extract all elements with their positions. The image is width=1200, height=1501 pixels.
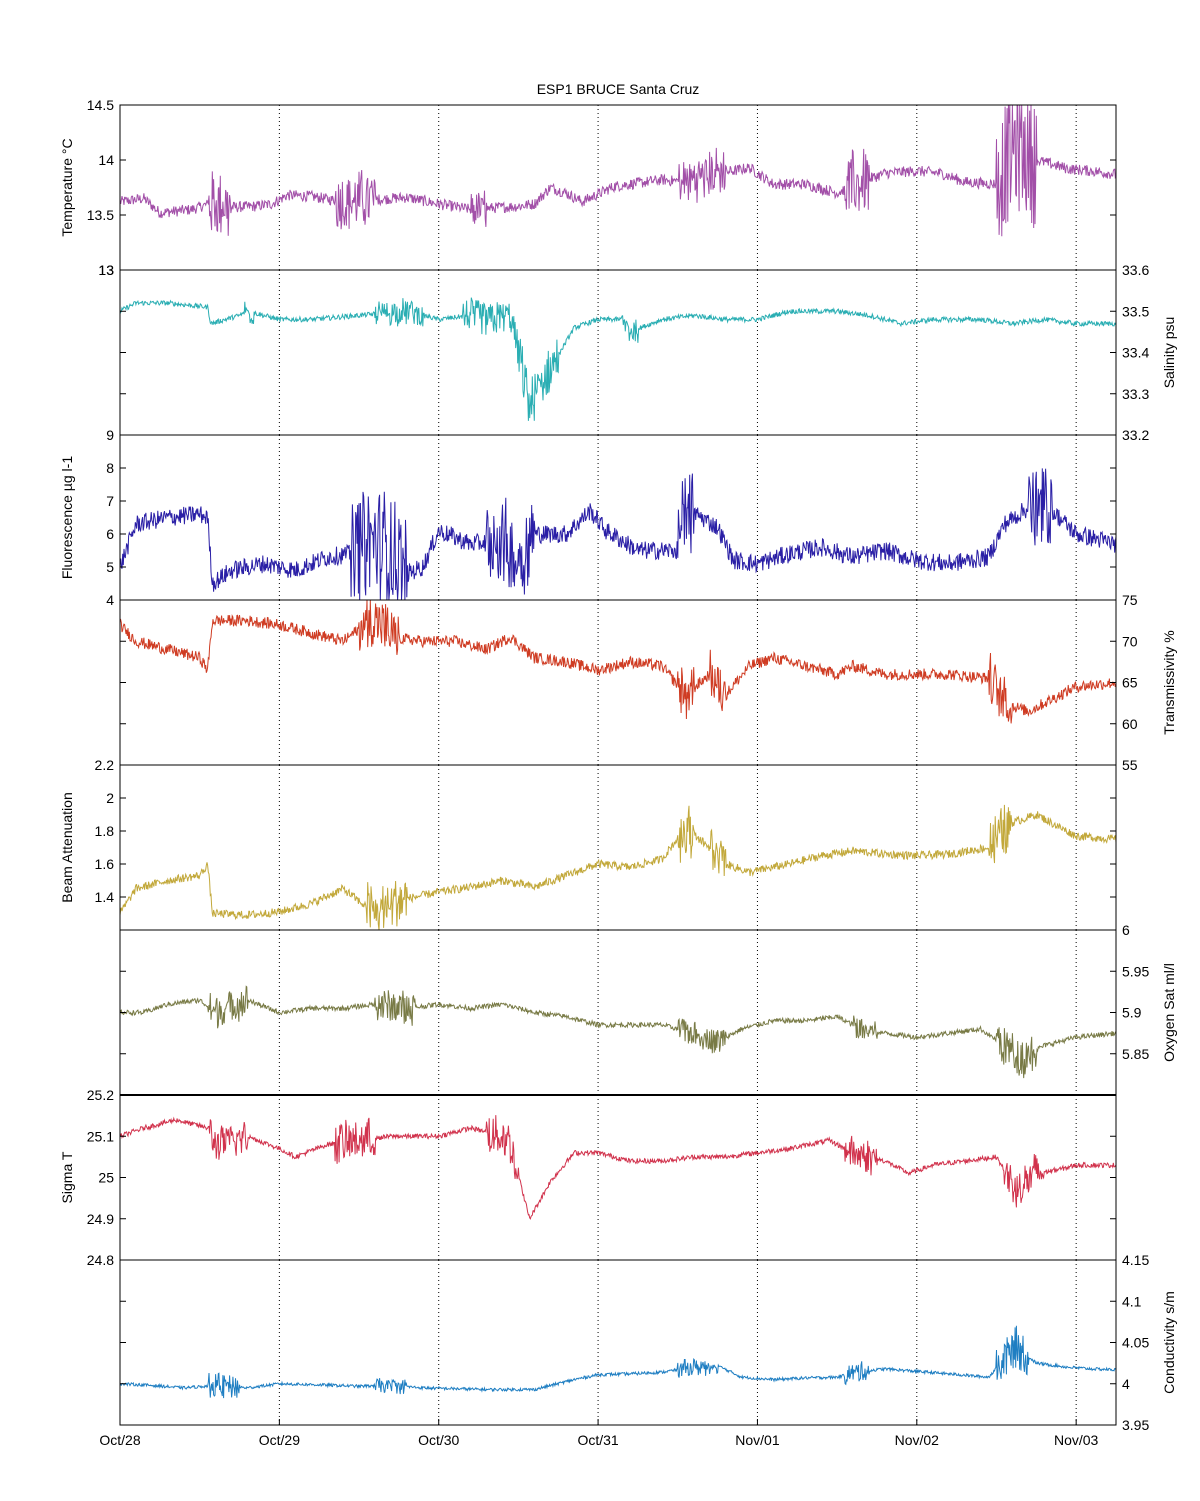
panel-sigma-t: 24.8 24.9 25 25.1 25.2 Sigma T xyxy=(59,1087,1117,1268)
y-tick-label: 75 xyxy=(1122,592,1138,608)
y-tick-label: 33.2 xyxy=(1122,427,1149,443)
y-axis-label: Salinity psu xyxy=(1161,317,1177,389)
axes-frame xyxy=(119,1259,1117,1426)
y-axis-label: Conductivity s/m xyxy=(1161,1291,1177,1394)
y-axis-label: Fluorescence µg l-1 xyxy=(59,456,75,579)
y-tick-label: 70 xyxy=(1122,633,1138,649)
y-tick-label: 2.2 xyxy=(95,757,115,773)
axes-frame xyxy=(119,104,1117,271)
y-tick-label: 4 xyxy=(106,592,114,608)
y-tick-label: 14.5 xyxy=(87,97,114,113)
x-tick-label: Oct/30 xyxy=(418,1432,459,1448)
y-tick-label: 13 xyxy=(98,262,114,278)
panel-salinity-psu: 33.2 33.3 33.4 33.5 33.6 9 13 Salinity psu xyxy=(98,262,1177,443)
x-tick-label: Nov/02 xyxy=(895,1432,940,1448)
y-axis-label: Oxygen Sat ml/l xyxy=(1161,963,1177,1062)
y-tick-label: 25 xyxy=(98,1170,114,1186)
y-tick-label: 1.8 xyxy=(95,823,115,839)
y-tick-label: 5.85 xyxy=(1122,1046,1149,1062)
x-tick-label: Oct/29 xyxy=(259,1432,300,1448)
y-tick-label: 5.95 xyxy=(1122,963,1149,979)
series-line xyxy=(119,1325,1117,1399)
y-tick-label: 33.6 xyxy=(1122,262,1149,278)
y-axis-label: Transmissivity % xyxy=(1161,630,1177,735)
axes-frame xyxy=(119,269,1117,436)
y-tick-label: 4 xyxy=(1122,1376,1130,1392)
y-tick-label: 4.05 xyxy=(1122,1335,1149,1351)
y-tick-label: 4.15 xyxy=(1122,1252,1149,1268)
y-tick-label: 2 xyxy=(106,790,114,806)
y-tick-label: 65 xyxy=(1122,675,1138,691)
y-tick-label: 5.9 xyxy=(1122,1005,1142,1021)
series-line xyxy=(119,468,1117,601)
y-tick-label: 4.1 xyxy=(1122,1293,1142,1309)
y-tick-label: 25.2 xyxy=(87,1087,114,1103)
series-line xyxy=(119,104,1117,237)
panel-conductivity-s-m: 3.95 4 4.05 4.1 4.15 Conductivity s/m xyxy=(119,1252,1177,1433)
y-tick-label: 13 xyxy=(98,262,114,278)
y-tick-label: 6 xyxy=(1122,922,1130,938)
x-tick-label: Oct/31 xyxy=(577,1432,618,1448)
y-axis-label: Sigma T xyxy=(59,1151,75,1203)
x-tick-label: Nov/03 xyxy=(1054,1432,1099,1448)
y-tick-label: 7 xyxy=(106,493,114,509)
panel-oxygen-sat-ml-l: 5.85 5.9 5.95 6 Oxygen Sat ml/l xyxy=(119,922,1177,1096)
panel-fluorescence-g-l-1: 4 5 6 7 8 Fluorescence µg l-1 xyxy=(59,434,1117,608)
y-tick-label: 33.5 xyxy=(1122,303,1149,319)
y-tick-label: 13.5 xyxy=(87,207,114,223)
y-tick-label: 33.4 xyxy=(1122,345,1149,361)
y-tick-label: 14 xyxy=(98,152,114,168)
axes-frame xyxy=(119,1094,1117,1261)
x-tick-label: Nov/01 xyxy=(735,1432,780,1448)
y-tick-label: 33.3 xyxy=(1122,386,1149,402)
series-line xyxy=(119,804,1117,931)
axes-frame xyxy=(119,434,1117,601)
y-tick-label: 1.4 xyxy=(95,889,115,905)
y-tick-label: 8 xyxy=(106,460,114,476)
y-tick-label: 24.9 xyxy=(87,1211,114,1227)
y-tick-label: 9 xyxy=(106,427,114,443)
y-tick-label: 6 xyxy=(106,526,114,542)
chart-title: ESP1 BRUCE Santa Cruz xyxy=(537,81,700,97)
panel-transmissivity: 55 60 65 70 75 2.2 Transmissivity % xyxy=(95,592,1177,773)
axes-frame xyxy=(119,929,1117,1096)
y-tick-label: 24.8 xyxy=(87,1252,114,1268)
y-axis-label: Beam Attenuation xyxy=(59,792,75,903)
series-line xyxy=(119,599,1117,724)
y-tick-label: 1.6 xyxy=(95,856,115,872)
y-axis-label: Temperature °C xyxy=(59,138,75,236)
panel-temperature-c: 13 13.5 14 14.5 Temperature °C xyxy=(59,97,1117,278)
y-tick-label: 60 xyxy=(1122,716,1138,732)
panel-beam-attenuation: 1.4 1.6 1.8 2 Beam Attenuation xyxy=(59,764,1117,931)
y-tick-label: 55 xyxy=(1122,757,1138,773)
y-tick-label: 5 xyxy=(106,559,114,575)
y-tick-label: 25.1 xyxy=(87,1128,114,1144)
series-line xyxy=(119,1115,1117,1220)
axes-frame xyxy=(119,764,1117,931)
y-tick-label: 3.95 xyxy=(1122,1417,1149,1433)
x-tick-label: Oct/28 xyxy=(99,1432,140,1448)
series-line xyxy=(119,297,1117,421)
series-line xyxy=(119,985,1117,1079)
